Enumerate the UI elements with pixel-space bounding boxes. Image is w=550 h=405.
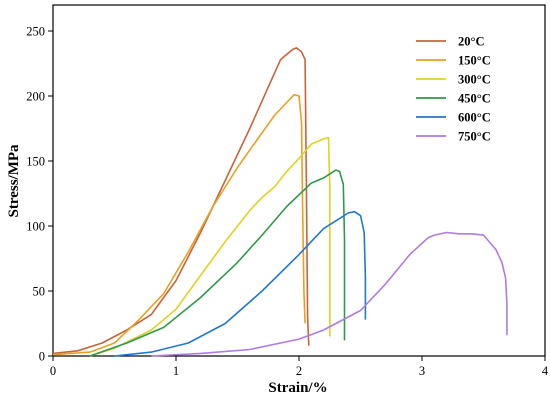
x-tick-label: 1 [173,364,179,378]
y-tick-label: 250 [26,25,45,39]
y-tick-label: 150 [26,155,45,169]
y-tick-label: 100 [26,220,45,234]
series-line-1 [52,93,306,356]
legend: 20°C 150°C 300°C 450°C 600°C 750°C [416,35,491,144]
x-tick-label: 2 [296,364,302,378]
series-line-3 [89,169,346,357]
legend-label: 300°C [458,73,491,87]
series-layer [52,47,508,357]
x-axis-ticks: 0 1 2 3 4 [50,356,549,378]
x-tick-label: 4 [542,364,549,378]
series-line-0 [52,47,310,355]
series-line-2 [89,136,331,357]
x-tick-label: 0 [50,364,56,378]
y-axis-ticks: 0 50 100 150 200 250 [26,25,53,364]
series-line-4 [114,210,367,357]
y-tick-label: 200 [26,90,45,104]
x-axis-title: Strain/% [268,380,327,396]
series-line-5 [151,231,508,357]
legend-label: 150°C [458,54,491,68]
y-axis-title: Stress/MPa [6,144,22,218]
legend-label: 20°C [458,35,485,49]
x-tick-label: 3 [419,364,425,378]
y-tick-label: 0 [39,350,45,364]
legend-label: 450°C [458,92,491,106]
y-tick-label: 50 [33,285,46,299]
legend-label: 600°C [458,111,491,125]
legend-label: 750°C [458,130,491,144]
